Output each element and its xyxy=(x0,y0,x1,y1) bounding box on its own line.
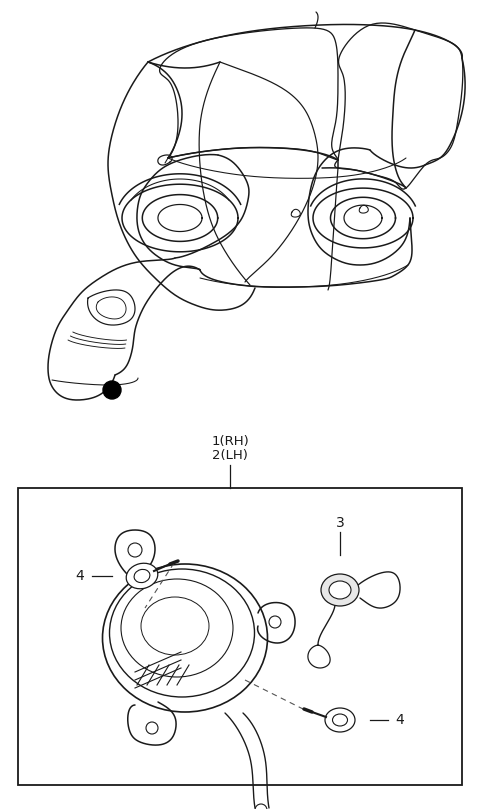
Ellipse shape xyxy=(325,708,355,732)
Ellipse shape xyxy=(321,574,359,606)
Text: 4: 4 xyxy=(76,569,84,583)
Circle shape xyxy=(103,381,121,399)
Ellipse shape xyxy=(126,563,158,589)
Text: 1(RH): 1(RH) xyxy=(211,435,249,448)
Ellipse shape xyxy=(329,581,351,599)
Text: 4: 4 xyxy=(396,713,404,727)
Ellipse shape xyxy=(134,570,150,582)
Ellipse shape xyxy=(333,714,348,726)
Text: 3: 3 xyxy=(336,516,344,530)
Text: 2(LH): 2(LH) xyxy=(212,449,248,462)
Bar xyxy=(18,488,462,785)
